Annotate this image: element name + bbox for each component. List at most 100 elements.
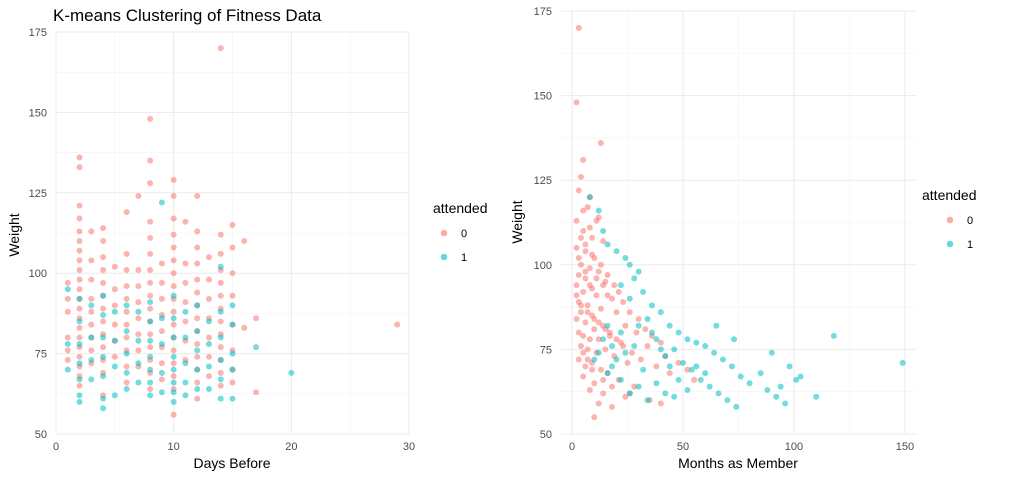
data-point-series-0 xyxy=(147,234,154,241)
data-point-series-0 xyxy=(111,263,118,270)
data-point-series-1 xyxy=(793,376,800,383)
data-point-series-0 xyxy=(194,315,201,322)
data-point-series-0 xyxy=(111,302,118,309)
data-point-series-1 xyxy=(648,329,655,336)
data-point-series-1 xyxy=(158,340,165,347)
data-point-series-0 xyxy=(135,283,142,290)
data-point-series-0 xyxy=(615,288,622,295)
data-point-series-1 xyxy=(135,337,142,344)
data-point-series-0 xyxy=(584,346,591,353)
data-point-series-1 xyxy=(170,379,177,386)
data-point-series-0 xyxy=(194,193,201,200)
data-point-series-0 xyxy=(135,331,142,338)
data-point-series-0 xyxy=(217,369,224,376)
data-point-series-0 xyxy=(577,261,584,268)
data-point-series-1 xyxy=(640,288,647,295)
data-point-series-0 xyxy=(600,282,607,289)
data-point-series-0 xyxy=(182,260,189,267)
data-point-series-1 xyxy=(591,356,598,363)
data-point-series-1 xyxy=(123,328,130,335)
y-tick-label: 75 xyxy=(35,349,47,361)
data-point-series-0 xyxy=(100,318,107,325)
data-point-series-0 xyxy=(586,282,593,289)
data-point-series-1 xyxy=(635,268,642,275)
data-point-series-0 xyxy=(88,276,95,283)
data-point-series-1 xyxy=(100,405,107,412)
data-point-series-0 xyxy=(182,318,189,325)
data-point-series-0 xyxy=(253,315,260,322)
data-point-series-0 xyxy=(626,309,633,316)
x-tick-label: 10 xyxy=(168,441,180,453)
data-point-series-1 xyxy=(595,349,602,356)
data-point-series-1 xyxy=(626,295,633,302)
data-point-series-0 xyxy=(580,156,587,163)
data-point-series-0 xyxy=(613,309,620,316)
data-point-series-0 xyxy=(88,257,95,264)
data-point-series-0 xyxy=(147,344,154,351)
data-point-series-1 xyxy=(684,336,691,343)
data-point-series-1 xyxy=(182,379,189,386)
data-point-series-0 xyxy=(602,346,609,353)
data-point-series-1 xyxy=(622,255,629,262)
data-point-series-0 xyxy=(241,324,248,331)
data-point-series-1 xyxy=(288,369,295,376)
data-point-series-0 xyxy=(123,283,130,290)
data-point-series-0 xyxy=(589,366,596,373)
data-point-series-1 xyxy=(64,340,71,347)
y-tick-label: 125 xyxy=(29,188,47,200)
data-point-series-1 xyxy=(702,343,709,350)
data-point-series-0 xyxy=(194,244,201,251)
y-tick-label: 175 xyxy=(534,6,552,18)
data-point-series-1 xyxy=(205,318,212,325)
data-point-series-1 xyxy=(217,395,224,402)
data-point-series-0 xyxy=(170,244,177,251)
data-point-series-1 xyxy=(100,334,107,341)
data-point-series-1 xyxy=(768,349,775,356)
data-point-series-0 xyxy=(582,248,589,255)
data-point-series-1 xyxy=(88,376,95,383)
data-point-series-0 xyxy=(194,276,201,283)
data-point-series-1 xyxy=(697,376,704,383)
data-point-series-0 xyxy=(597,305,604,312)
data-point-series-1 xyxy=(123,302,130,309)
data-point-series-1 xyxy=(253,344,260,351)
data-point-series-0 xyxy=(170,215,177,222)
data-point-series-0 xyxy=(595,319,602,326)
data-point-series-1 xyxy=(675,376,682,383)
data-point-series-1 xyxy=(182,334,189,341)
points-left xyxy=(64,45,401,418)
data-point-series-1 xyxy=(170,315,177,322)
data-point-series-1 xyxy=(217,334,224,341)
data-point-series-0 xyxy=(123,334,130,341)
data-point-series-0 xyxy=(622,393,629,400)
data-point-series-0 xyxy=(194,228,201,235)
data-point-series-0 xyxy=(111,353,118,360)
data-point-series-0 xyxy=(589,234,596,241)
data-point-series-0 xyxy=(170,176,177,183)
data-point-series-0 xyxy=(573,99,580,106)
data-point-series-1 xyxy=(706,383,713,390)
data-point-series-0 xyxy=(158,360,165,367)
data-point-series-0 xyxy=(76,305,83,312)
data-point-series-0 xyxy=(580,373,587,380)
data-point-series-0 xyxy=(123,363,130,370)
data-point-series-0 xyxy=(76,324,83,331)
x-ticks-left: 0 10 20 30 xyxy=(53,441,415,453)
data-point-series-0 xyxy=(76,215,83,222)
data-point-series-0 xyxy=(76,228,83,235)
data-point-series-1 xyxy=(724,397,731,404)
data-point-series-0 xyxy=(609,295,616,302)
data-point-series-0 xyxy=(624,359,631,366)
data-point-series-0 xyxy=(217,45,224,52)
data-point-series-1 xyxy=(631,275,638,282)
data-point-series-1 xyxy=(76,318,83,325)
x-tick-label: 100 xyxy=(785,441,803,453)
data-point-series-1 xyxy=(731,336,738,343)
data-point-series-1 xyxy=(182,308,189,315)
data-point-series-1 xyxy=(684,387,691,394)
data-point-series-0 xyxy=(577,234,584,241)
data-point-series-0 xyxy=(217,231,224,238)
data-point-series-0 xyxy=(394,321,401,328)
data-point-series-1 xyxy=(733,403,740,410)
data-point-series-0 xyxy=(88,295,95,302)
